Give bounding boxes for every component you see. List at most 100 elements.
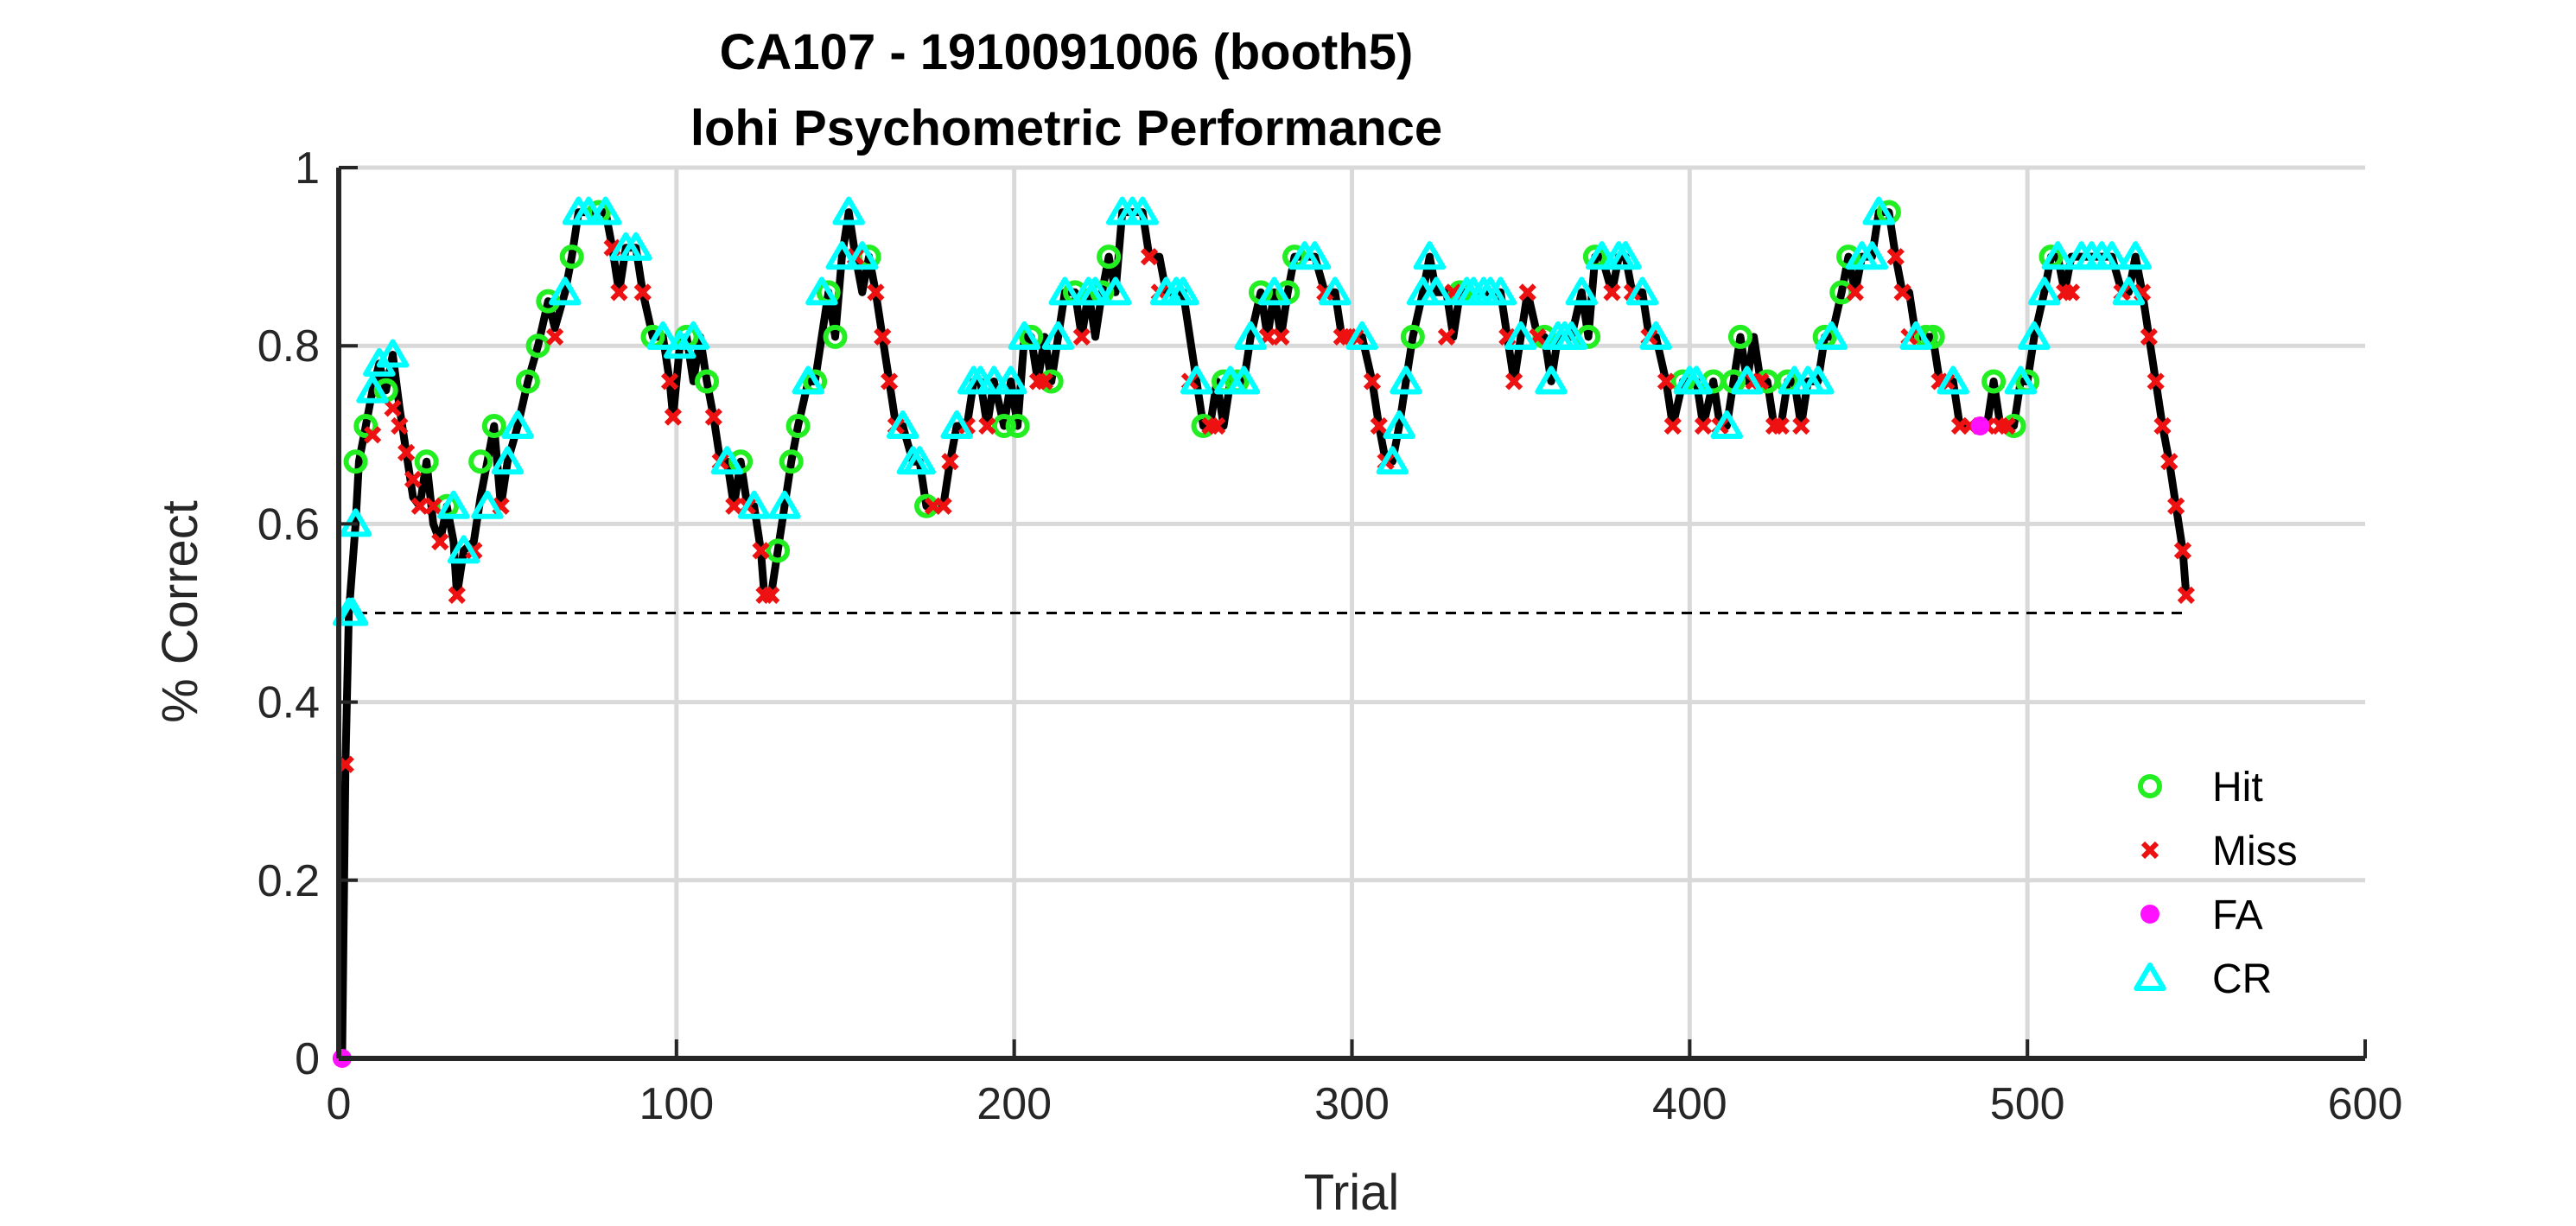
miss-marker xyxy=(1998,416,2016,435)
cr-marker xyxy=(1731,365,1764,395)
miss-marker xyxy=(2062,283,2081,302)
cr-marker xyxy=(1099,276,1132,306)
cr-marker xyxy=(447,535,480,564)
hit-marker xyxy=(515,369,540,394)
cr-marker xyxy=(825,241,859,270)
cr-marker xyxy=(1126,196,1159,226)
cr-marker xyxy=(1319,276,1352,306)
miss-marker xyxy=(1893,283,1911,302)
x-tick-label: 500 xyxy=(1990,1079,2065,1129)
miss-marker xyxy=(1771,416,1790,435)
cr-marker xyxy=(768,490,801,519)
hit-marker xyxy=(353,413,378,438)
miss-marker xyxy=(633,283,652,302)
chart-subtitle: lohi Psychometric Performance xyxy=(690,100,1442,156)
miss-marker xyxy=(1886,247,1905,266)
miss-marker xyxy=(752,542,770,560)
miss-marker xyxy=(1363,372,1382,391)
cr-marker xyxy=(1815,321,1848,350)
cr-marker xyxy=(2112,276,2146,306)
y-axis-label: % Correct xyxy=(152,500,208,723)
miss-marker xyxy=(867,283,885,302)
marker-group xyxy=(332,196,2195,1068)
cr-marker xyxy=(1041,321,1075,350)
cr-marker xyxy=(2119,241,2152,270)
hit-marker xyxy=(695,369,720,394)
miss-marker xyxy=(1518,283,1536,302)
miss-marker xyxy=(384,399,402,417)
miss-marker xyxy=(725,497,743,515)
miss-marker xyxy=(1140,247,1159,266)
cr-marker xyxy=(1855,241,1889,270)
cr-marker xyxy=(737,490,771,519)
series-cr xyxy=(332,196,2152,626)
miss-marker xyxy=(363,426,382,444)
miss-marker xyxy=(410,497,429,515)
legend-item-fa: FA xyxy=(2140,893,2263,938)
series-miss xyxy=(336,238,2195,773)
miss-marker xyxy=(1504,372,1523,391)
miss-marker xyxy=(1072,327,1091,346)
cr-marker xyxy=(1535,365,1568,395)
miss-marker xyxy=(874,327,892,346)
cr-marker xyxy=(376,339,410,368)
hit-marker xyxy=(1829,280,1854,305)
cr-marker xyxy=(2041,241,2075,270)
y-tick-label: 0 xyxy=(295,1034,320,1084)
cr-marker xyxy=(977,365,1010,395)
hit-marker xyxy=(481,413,506,438)
legend-item-cr: CR xyxy=(2134,956,2272,1002)
cr-marker xyxy=(805,276,838,306)
cr-marker xyxy=(903,446,936,475)
miss-marker xyxy=(941,453,959,471)
cr-marker xyxy=(1257,276,1291,306)
legend-cr-marker xyxy=(2134,962,2166,991)
cr-marker xyxy=(1234,321,1267,350)
cr-marker xyxy=(1802,365,1835,395)
cr-marker xyxy=(1862,196,1895,226)
cr-marker xyxy=(501,410,534,439)
miss-marker xyxy=(934,497,952,515)
cr-marker xyxy=(491,446,525,475)
cr-marker xyxy=(589,196,622,226)
cr-marker xyxy=(1345,321,1378,350)
miss-marker xyxy=(1437,327,1456,346)
cr-marker xyxy=(1555,321,1588,350)
cr-marker xyxy=(995,365,1027,395)
miss-marker xyxy=(978,416,996,435)
cr-marker xyxy=(846,241,879,270)
cr-marker xyxy=(710,446,744,475)
miss-marker xyxy=(2147,372,2165,391)
hit-marker xyxy=(1005,413,1030,438)
miss-marker xyxy=(1208,416,1226,435)
miss-marker xyxy=(2140,327,2158,346)
x-tick-label: 300 xyxy=(1314,1079,1390,1129)
cr-marker xyxy=(1585,241,1619,270)
cr-marker xyxy=(549,276,582,306)
legend-label: Hit xyxy=(2212,765,2263,810)
hit-marker xyxy=(1981,369,2007,394)
cr-marker xyxy=(1376,446,1409,475)
cr-marker xyxy=(677,321,710,350)
miss-marker xyxy=(1272,327,1290,346)
cr-marker xyxy=(1937,365,1969,395)
miss-marker xyxy=(2173,542,2192,560)
cr-marker xyxy=(1899,321,1932,350)
hit-marker xyxy=(1727,324,1752,349)
legend: Hit Miss FA CR xyxy=(2134,765,2298,1002)
miss-marker xyxy=(664,408,683,426)
legend-label: CR xyxy=(2212,956,2272,1002)
miss-marker xyxy=(2153,416,2172,435)
legend-label: FA xyxy=(2212,893,2263,938)
fa-marker xyxy=(1970,416,1990,435)
cr-marker xyxy=(2096,241,2128,270)
miss-marker xyxy=(1846,283,1864,302)
y-tick-label: 0.8 xyxy=(258,321,320,372)
x-tick-label: 200 xyxy=(976,1079,1052,1129)
cr-marker xyxy=(832,196,865,226)
cr-marker xyxy=(1298,241,1332,270)
x-tick-label: 0 xyxy=(327,1079,352,1129)
cr-marker xyxy=(1227,365,1261,395)
cr-marker xyxy=(471,490,504,519)
legend-label: Miss xyxy=(2212,829,2298,874)
